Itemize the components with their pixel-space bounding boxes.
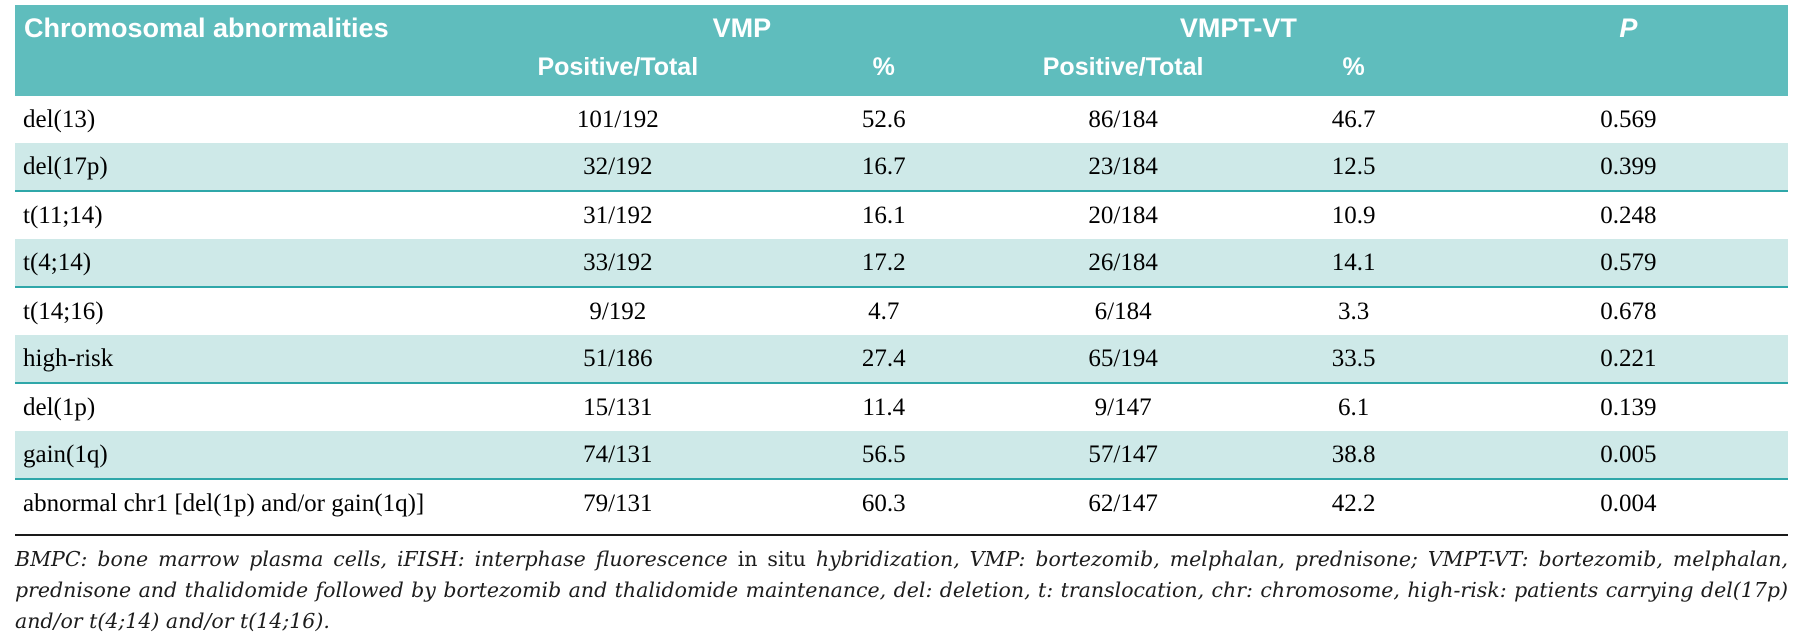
vmp-percent: 17.2 [861,248,906,276]
vmpt-percent: 3.3 [1337,297,1370,325]
vmp-positive-total: 32/192 [583,152,653,180]
footnote-divider [15,534,1788,536]
vmp-positive-total: 15/131 [583,393,653,421]
vmpt-positive-total: 86/184 [1088,105,1158,133]
header-vmp-positive-total: Positive/Total [475,52,760,96]
vmp-positive-total: 79/131 [583,489,653,517]
vmp-positive-total: 31/192 [583,201,653,229]
vmpt-percent: 10.9 [1331,201,1376,229]
header-vmp-percent: % [759,52,1008,96]
vmpt-percent: 42.2 [1331,489,1376,517]
vmpt-positive-total: 20/184 [1088,201,1158,229]
table-body: del(13) 101/192 52.6 86/184 46.7 0.569 d… [15,96,1788,527]
table-row: del(17p) 32/192 16.7 23/184 12.5 0.399 [15,143,1788,191]
table-row: abnormal chr1 [del(1p) and/or gain(1q)] … [15,479,1788,527]
p-value: 0.221 [1600,344,1657,372]
vmpt-percent: 6.1 [1337,393,1370,421]
abnormality-label: t(14;16) [23,297,104,325]
vmpt-positive-total: 57/147 [1088,440,1158,468]
vmp-positive-total: 74/131 [583,440,653,468]
abnormality-label: del(17p) [23,152,108,180]
table-row: del(13) 101/192 52.6 86/184 46.7 0.569 [15,96,1788,143]
abnormality-label: del(13) [23,105,96,133]
p-value: 0.004 [1600,489,1657,517]
vmp-positive-total: 9/192 [589,297,647,325]
table-row: t(11;14) 31/192 16.1 20/184 10.9 0.248 [15,191,1788,239]
p-value: 0.678 [1600,297,1657,325]
abnormality-label: abnormal chr1 [del(1p) and/or gain(1q)] [23,489,425,517]
vmp-percent: 4.7 [868,297,900,325]
header-group-vmp: VMP [475,5,1008,52]
vmpt-positive-total: 23/184 [1088,152,1158,180]
table-header: Chromosomal abnormalities VMP VMPT-VT P … [15,5,1788,96]
header-p-value: P [1468,5,1788,96]
abnormality-comparison-table: Chromosomal abnormalities VMP VMPT-VT P … [15,5,1788,527]
footnote-text-italic-before: BMPC: bone marrow plasma cells, iFISH: i… [15,547,728,571]
vmp-positive-total: 33/192 [583,248,653,276]
vmpt-percent: 46.7 [1331,105,1376,133]
vmpt-positive-total: 65/194 [1088,344,1158,372]
vmpt-positive-total: 62/147 [1088,489,1158,517]
vmpt-positive-total: 26/184 [1088,248,1158,276]
table-row: gain(1q) 74/131 56.5 57/147 38.8 0.005 [15,431,1788,479]
vmpt-positive-total: 6/184 [1094,297,1152,325]
vmp-percent: 27.4 [861,344,906,372]
table-row: del(1p) 15/131 11.4 9/147 6.1 0.139 [15,383,1788,431]
p-value: 0.579 [1600,248,1657,276]
vmpt-percent: 12.5 [1331,152,1376,180]
chromosomal-abnormalities-table-figure: Chromosomal abnormalities VMP VMPT-VT P … [15,5,1788,636]
vmp-percent: 52.6 [861,105,906,133]
vmp-positive-total: 101/192 [576,105,659,133]
p-value: 0.399 [1600,152,1657,180]
p-value: 0.005 [1600,440,1657,468]
vmp-percent: 60.3 [861,489,906,517]
vmp-percent: 11.4 [862,393,906,421]
footnote-text-in-situ: in situ [727,547,816,571]
abnormality-label: high-risk [23,344,114,372]
vmp-percent: 56.5 [861,440,906,468]
p-value: 0.139 [1600,393,1657,421]
vmpt-percent: 38.8 [1331,440,1376,468]
header-vmpt-percent: % [1238,52,1469,96]
vmpt-percent: 14.1 [1331,248,1376,276]
vmp-percent: 16.7 [861,152,906,180]
header-group-vmpt-vt: VMPT-VT [1007,5,1469,52]
vmp-positive-total: 51/186 [583,344,653,372]
abnormality-label: t(4;14) [23,248,92,276]
vmp-percent: 16.1 [861,201,906,229]
vmpt-positive-total: 9/147 [1094,393,1152,421]
table-row: high-risk 51/186 27.4 65/194 33.5 0.221 [15,335,1788,383]
header-vmpt-positive-total: Positive/Total [1007,52,1239,96]
abnormality-label: t(11;14) [23,201,103,229]
table-row: t(14;16) 9/192 4.7 6/184 3.3 0.678 [15,287,1788,335]
abnormality-label: del(1p) [23,393,96,421]
abnormality-label: gain(1q) [23,440,108,468]
table-row: t(4;14) 33/192 17.2 26/184 14.1 0.579 [15,239,1788,287]
p-value: 0.569 [1600,105,1657,133]
footnote-text-italic-after: hybridization, VMP: bortezomib, melphala… [15,547,1788,633]
table-footnote: BMPC: bone marrow plasma cells, iFISH: i… [15,544,1788,636]
p-value: 0.248 [1600,201,1657,229]
header-chromosomal-abnormalities: Chromosomal abnormalities [15,5,476,96]
vmpt-percent: 33.5 [1331,344,1376,372]
